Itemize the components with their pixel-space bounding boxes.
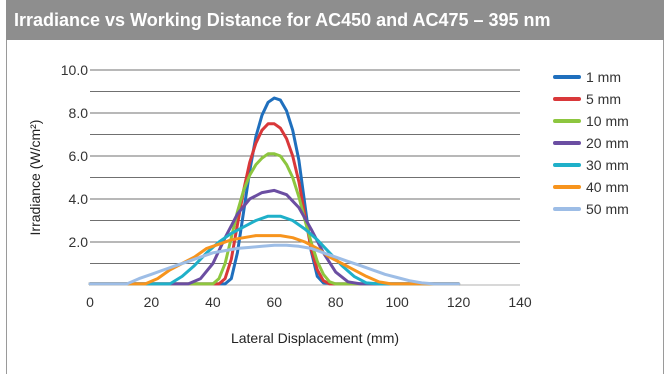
- legend-label: 1 mm: [586, 69, 621, 85]
- legend-label: 40 mm: [586, 179, 629, 195]
- legend-label: 50 mm: [586, 201, 629, 217]
- x-tick-label: 140: [508, 294, 532, 310]
- x-tick-label: 100: [385, 294, 409, 310]
- y-tick-label: 10.0: [61, 62, 88, 78]
- x-axis-label: Lateral Displacement (mm): [231, 330, 399, 346]
- legend-label: 30 mm: [586, 157, 629, 173]
- series-line: [88, 152, 461, 286]
- y-tick-label: 2.0: [69, 234, 89, 250]
- y-tick-label: 6.0: [69, 148, 89, 164]
- legend-label: 5 mm: [586, 91, 621, 107]
- x-tick-labels: 0 20 40 60 80 100 120 140: [86, 294, 532, 310]
- series-line: [88, 96, 461, 286]
- series-line: [88, 243, 461, 286]
- y-tick-label: 4.0: [69, 191, 89, 207]
- y-tick-labels: 2.0 4.0 6.0 8.0 10.0: [61, 62, 88, 250]
- gridlines: [90, 69, 520, 286]
- legend-label: 20 mm: [586, 135, 629, 151]
- series-lines: [88, 96, 461, 286]
- series-line: [88, 214, 461, 286]
- chart-title: Irradiance vs Working Distance for AC450…: [6, 0, 664, 40]
- legend-label: 10 mm: [586, 113, 629, 129]
- y-axis-label: Irradiance (W/cm²): [27, 120, 43, 236]
- x-tick-label: 60: [266, 294, 282, 310]
- y-tick-label: 8.0: [69, 105, 89, 121]
- x-tick-label: 20: [144, 294, 160, 310]
- series-line: [88, 188, 461, 286]
- x-tick-label: 0: [86, 294, 94, 310]
- legend: 1 mm 5 mm 10 mm 20 mm 30 mm 40 mm 50 mm: [553, 69, 629, 217]
- series-line: [88, 122, 461, 286]
- x-tick-label: 120: [447, 294, 471, 310]
- x-tick-label: 80: [328, 294, 344, 310]
- x-tick-label: 40: [205, 294, 221, 310]
